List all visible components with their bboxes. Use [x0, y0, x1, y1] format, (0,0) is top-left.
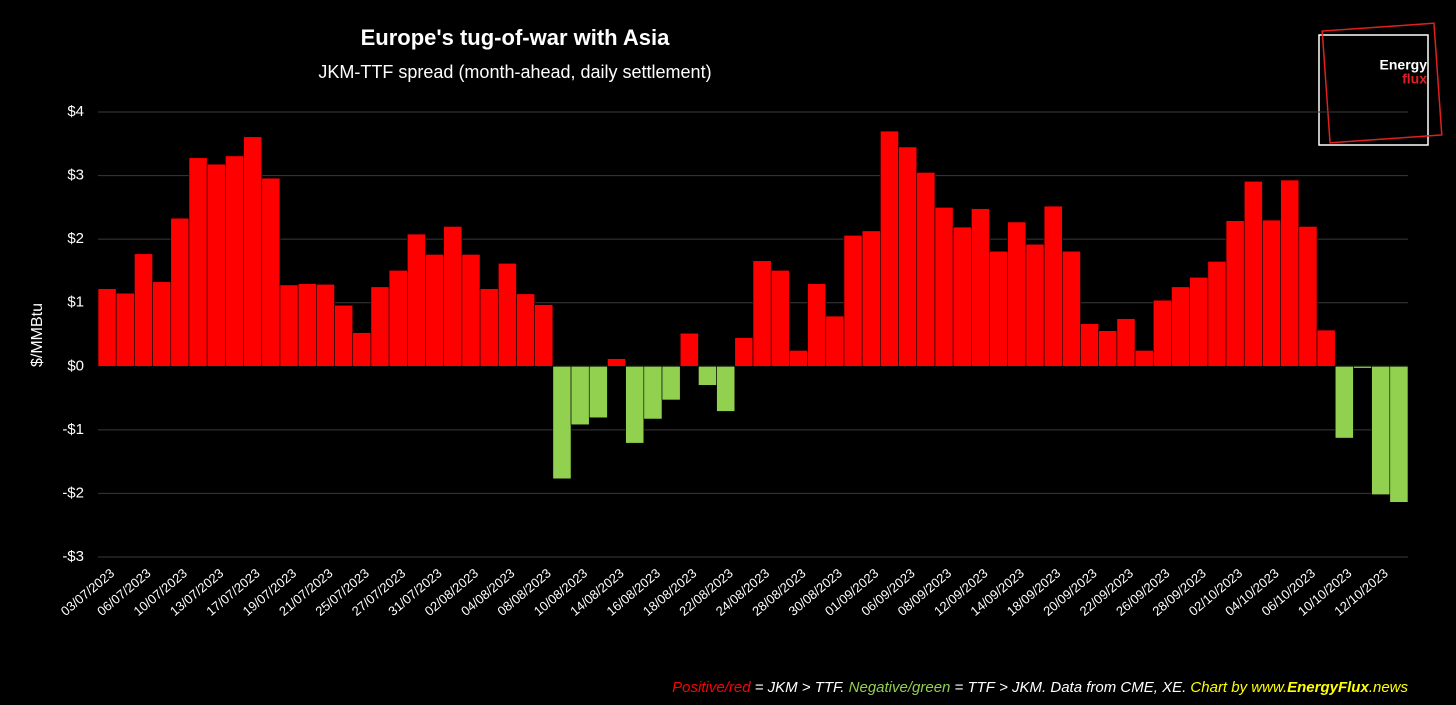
bar — [316, 283, 335, 367]
bar — [916, 172, 936, 367]
bar — [1207, 261, 1227, 367]
bar — [1225, 220, 1245, 367]
footnote-part: = TTF > JKM. Data from CME, XE. — [950, 679, 1190, 696]
y-tick-label: $0 — [67, 357, 84, 374]
bar — [1134, 350, 1154, 367]
logo-text: flux — [1402, 71, 1427, 87]
footnote-part: Chart by www. — [1190, 679, 1287, 696]
y-tick-label: -$3 — [62, 548, 84, 565]
bar — [497, 262, 517, 367]
bar — [1116, 318, 1136, 367]
bar — [1334, 365, 1354, 439]
bar — [443, 226, 463, 367]
bar — [152, 281, 172, 367]
bar — [1353, 365, 1372, 369]
logo: Energy flux — [1318, 22, 1443, 146]
bar — [170, 217, 190, 367]
bar — [388, 269, 408, 367]
bar — [661, 365, 681, 401]
bar — [1025, 243, 1045, 367]
bar — [898, 146, 918, 367]
bar — [643, 365, 663, 420]
footnote-part: .news — [1369, 679, 1409, 696]
bar — [534, 304, 554, 367]
bar — [825, 315, 845, 367]
bar — [1316, 329, 1336, 367]
y-tick-label: $2 — [67, 230, 84, 247]
bar — [861, 230, 881, 367]
bar — [243, 136, 263, 367]
bar — [97, 288, 117, 367]
bar — [279, 284, 299, 367]
footnote-part: = JKM > TTF. — [751, 679, 849, 696]
bar — [188, 157, 208, 367]
bar — [261, 177, 281, 367]
bar — [570, 365, 590, 426]
logo-frame-red — [1321, 22, 1443, 144]
bar — [625, 365, 645, 444]
bar — [698, 365, 717, 386]
bar — [425, 254, 444, 367]
bar — [1262, 219, 1281, 367]
bar — [1152, 299, 1172, 367]
bar — [479, 288, 499, 367]
bar — [734, 337, 754, 367]
y-tick-label: $4 — [67, 103, 84, 120]
bar — [1007, 221, 1027, 367]
bar — [1189, 276, 1209, 367]
footnote-part: EnergyFlux — [1287, 679, 1369, 696]
bar — [1080, 323, 1099, 367]
footnote-part: Positive/red — [672, 679, 751, 696]
bar — [770, 269, 790, 367]
bar — [1389, 365, 1409, 503]
y-tick-label: $3 — [67, 167, 84, 184]
bar — [607, 358, 626, 367]
bar — [1371, 365, 1391, 495]
chart-subtitle: JKM-TTF spread (month-ahead, daily settl… — [318, 62, 711, 82]
bar — [1171, 286, 1190, 367]
logo-text: Energy — [1380, 57, 1428, 73]
bar — [934, 207, 954, 367]
bar — [1098, 330, 1118, 367]
bar — [297, 283, 317, 367]
bar — [407, 233, 426, 367]
bar — [588, 365, 608, 419]
bar — [115, 292, 135, 367]
bar — [789, 350, 808, 367]
bar — [1280, 179, 1300, 367]
bar — [1043, 205, 1063, 367]
bar — [352, 332, 372, 367]
logo-frame — [1318, 34, 1429, 146]
bar — [752, 260, 772, 367]
bar — [679, 332, 699, 367]
bar — [516, 293, 535, 367]
bar — [1243, 180, 1263, 367]
chart-title: Europe's tug-of-war with Asia — [361, 25, 671, 50]
bar — [880, 130, 899, 367]
bar — [206, 163, 226, 367]
bar — [1062, 250, 1081, 367]
bar — [1298, 226, 1318, 367]
bar — [807, 283, 827, 367]
y-axis-label: $/MMBtu — [29, 303, 46, 367]
bar — [843, 235, 863, 367]
bar — [225, 155, 244, 367]
bar — [971, 208, 990, 367]
bar — [370, 286, 390, 367]
y-tick-label: -$1 — [62, 421, 84, 438]
bar — [134, 253, 153, 367]
y-tick-label: -$2 — [62, 484, 84, 501]
bar — [461, 254, 481, 367]
bar — [989, 250, 1009, 367]
bar — [952, 226, 972, 367]
footnote-part: Negative/green — [849, 679, 951, 696]
y-tick-label: $1 — [67, 294, 84, 311]
bar — [552, 365, 572, 480]
bar — [334, 304, 354, 367]
footnote: Positive/red = JKM > TTF. Negative/green… — [672, 679, 1408, 696]
bar — [716, 365, 736, 412]
